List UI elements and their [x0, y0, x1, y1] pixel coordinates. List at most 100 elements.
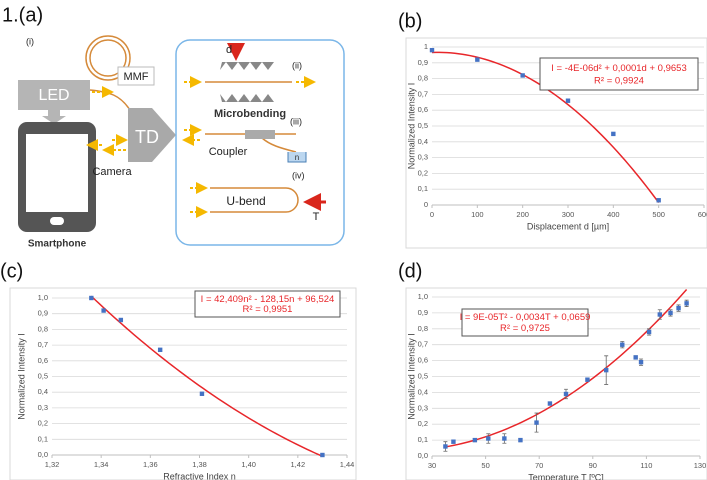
d-label: d: [226, 44, 232, 56]
point: [486, 436, 490, 440]
x-tick-label: 30: [428, 461, 436, 470]
y-tick-label: 0,1: [418, 184, 428, 193]
x-tick-label: 200: [516, 210, 529, 219]
point: [520, 73, 524, 77]
x-tick-label: 1,32: [45, 460, 60, 469]
y-axis-title: Normalized Intensity I: [16, 333, 26, 420]
mmf-label: MMF: [123, 71, 148, 83]
y-tick-label: 0,8: [418, 324, 428, 333]
point: [676, 306, 680, 310]
point: [684, 301, 688, 305]
y-tick-label: 0,4: [418, 387, 428, 396]
y-tick-label: 0,7: [38, 340, 48, 349]
equation: I = -4E-06d² + 0,0001d + 0,9653: [551, 63, 686, 74]
point: [566, 99, 570, 103]
point: [119, 318, 123, 322]
y-tick-label: 0,5: [38, 371, 48, 380]
x-axis-title: Refractive Index n: [163, 471, 236, 480]
x-tick-label: 300: [562, 210, 575, 219]
y-tick-label: 0,4: [418, 137, 428, 146]
y-axis-title: Normalized Intensity I: [406, 83, 416, 170]
y-tick-label: 0,7: [418, 89, 428, 98]
x-tick-label: 130: [694, 461, 707, 470]
chart: (d)0,00,10,20,30,40,50,60,70,80,91,03050…: [398, 260, 707, 480]
x-tick-label: 600: [698, 210, 707, 219]
y-tick-label: 0,3: [38, 403, 48, 412]
equation: I = 9E-05T² - 0,0034T + 0,0659: [460, 312, 591, 323]
y-tick-label: 0,2: [38, 419, 48, 428]
tag: (iii): [290, 116, 302, 126]
sensor-diagram: d (ii) Microbending (iii) Coupler n (iv)…: [176, 40, 344, 245]
y-tick-label: 0,0: [418, 451, 428, 460]
point: [475, 57, 479, 61]
coupler-label: Coupler: [209, 146, 248, 158]
x-tick-label: 500: [652, 210, 665, 219]
x-axis-title: Displacement d [µm]: [527, 221, 609, 231]
y-tick-label: 1,0: [418, 292, 428, 301]
point: [620, 343, 624, 347]
y-tick-label: 0,8: [418, 74, 428, 83]
point: [534, 420, 538, 424]
point: [668, 311, 672, 315]
point: [200, 392, 204, 396]
y-tick-label: 0,2: [418, 419, 428, 428]
point: [564, 392, 568, 396]
t-label: T: [313, 211, 320, 223]
x-tick-label: 1,40: [241, 460, 256, 469]
point: [656, 198, 660, 202]
equation: I = 42,409n² - 128,15n + 96,524: [201, 294, 335, 305]
x-tick-label: 70: [535, 461, 543, 470]
point: [473, 438, 477, 442]
tag: (i): [26, 36, 34, 46]
x-axis-title: Temperature T [ºC]: [528, 472, 604, 480]
coupler: [245, 130, 275, 139]
point: [89, 296, 93, 300]
x-tick-label: 1,44: [340, 460, 355, 469]
y-tick-label: 0: [424, 200, 428, 209]
x-tick-label: 110: [640, 461, 652, 470]
y-tick-label: 0,6: [38, 356, 48, 365]
panel-label: (b): [398, 10, 422, 32]
x-tick-label: 0: [430, 210, 434, 219]
x-tick-label: 100: [471, 210, 484, 219]
tag: (ii): [292, 60, 302, 70]
ubend-label: U-bend: [226, 194, 265, 208]
figure-label: 1.(a): [2, 4, 43, 26]
point: [633, 355, 637, 359]
y-tick-label: 0,1: [38, 434, 48, 443]
point: [101, 308, 105, 312]
point: [585, 377, 589, 381]
y-tick-label: 1: [424, 42, 428, 51]
chart: (c)0,00,10,20,30,40,50,60,70,80,91,01,32…: [0, 260, 356, 480]
point: [158, 348, 162, 352]
y-tick-label: 0,6: [418, 356, 428, 365]
y-tick-label: 0,1: [418, 435, 428, 444]
point: [443, 444, 447, 448]
y-tick-label: 0,6: [418, 105, 428, 114]
x-tick-label: 1,38: [192, 460, 207, 469]
diagram: (i) MMF LED Smartphone TD Camera: [18, 36, 176, 250]
x-tick-label: 1,36: [143, 460, 158, 469]
point: [430, 48, 434, 52]
point: [518, 438, 522, 442]
y-tick-label: 0,5: [418, 371, 428, 380]
point: [647, 330, 651, 334]
point: [451, 439, 455, 443]
y-axis-title: Normalized Intensity I: [406, 333, 416, 420]
r-squared: R² = 0,9951: [243, 304, 293, 315]
r-squared: R² = 0,9924: [594, 76, 644, 87]
screen: [26, 134, 88, 212]
panel-label: (d): [398, 260, 422, 282]
x-tick-label: 1,34: [94, 460, 109, 469]
y-tick-label: 0,5: [418, 121, 428, 130]
r-squared: R² = 0,9725: [500, 323, 550, 334]
y-tick-label: 0,7: [418, 340, 428, 349]
point: [611, 132, 615, 136]
x-tick-label: 400: [607, 210, 620, 219]
y-tick-label: 0,4: [38, 387, 48, 396]
arrow: [42, 110, 66, 124]
y-tick-label: 0,3: [418, 403, 428, 412]
point: [604, 368, 608, 372]
y-tick-label: 0,3: [418, 153, 428, 162]
